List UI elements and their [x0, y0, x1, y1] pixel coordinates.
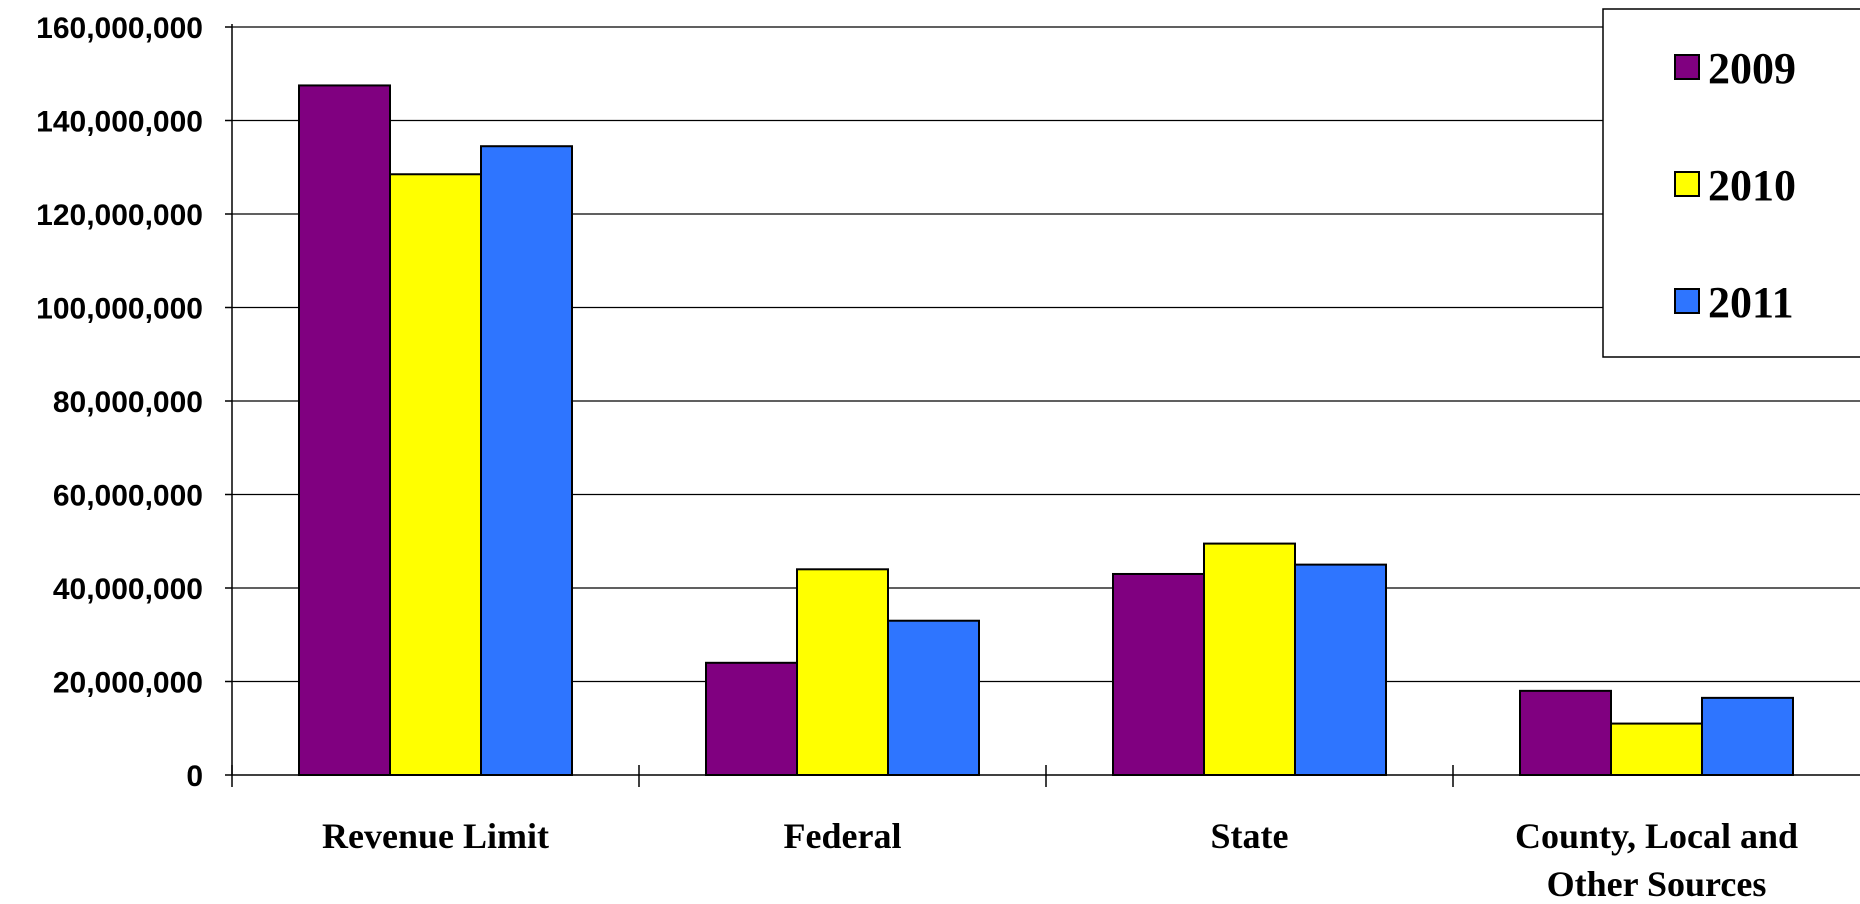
- legend-label: 2011: [1708, 278, 1794, 327]
- x-category-label: Federal: [784, 816, 902, 856]
- legend-swatch: [1674, 171, 1700, 197]
- legend-label: 2009: [1708, 44, 1796, 93]
- bar: [389, 173, 482, 776]
- bar: [887, 619, 980, 776]
- legend: 2009 2010 2011: [1602, 8, 1860, 358]
- bar: [480, 145, 573, 776]
- legend-swatch: [1674, 288, 1700, 314]
- y-tick-label: 60,000,000: [53, 480, 203, 513]
- bar: [1112, 572, 1205, 776]
- bar: [1519, 689, 1612, 776]
- x-category-label: Revenue Limit: [322, 816, 549, 856]
- y-tick-label: 80,000,000: [53, 386, 203, 419]
- y-tick-label: 140,000,000: [36, 106, 203, 139]
- legend-label: 2010: [1708, 161, 1796, 210]
- x-category-label: Other Sources: [1547, 864, 1767, 899]
- x-category-label: State: [1211, 816, 1289, 856]
- bar: [796, 568, 889, 776]
- y-tick-label: 0: [186, 760, 203, 793]
- x-category-labels: Revenue Limit Federal State County, Local a…: [322, 816, 1798, 904]
- y-tick-label: 160,000,000: [36, 12, 203, 45]
- x-category-label: County, Local and: [1515, 816, 1798, 856]
- bar: [298, 84, 391, 776]
- y-tick-label: 100,000,000: [36, 293, 203, 326]
- bar: [1203, 542, 1296, 777]
- y-tick-label: 20,000,000: [53, 667, 203, 700]
- bar: [1701, 696, 1794, 776]
- y-tick-labels: 0 20,000,000 40,000,000 60,000,000 80,000,00…: [36, 12, 203, 793]
- legend-box: [1602, 8, 1860, 358]
- bar: [1610, 722, 1703, 777]
- legend-swatch: [1674, 54, 1700, 80]
- bar: [1294, 563, 1387, 776]
- bar: [705, 661, 798, 776]
- bars: [298, 84, 1794, 777]
- y-tick-label: 120,000,000: [36, 199, 203, 232]
- axes: [225, 24, 1860, 787]
- y-tick-label: 40,000,000: [53, 573, 203, 606]
